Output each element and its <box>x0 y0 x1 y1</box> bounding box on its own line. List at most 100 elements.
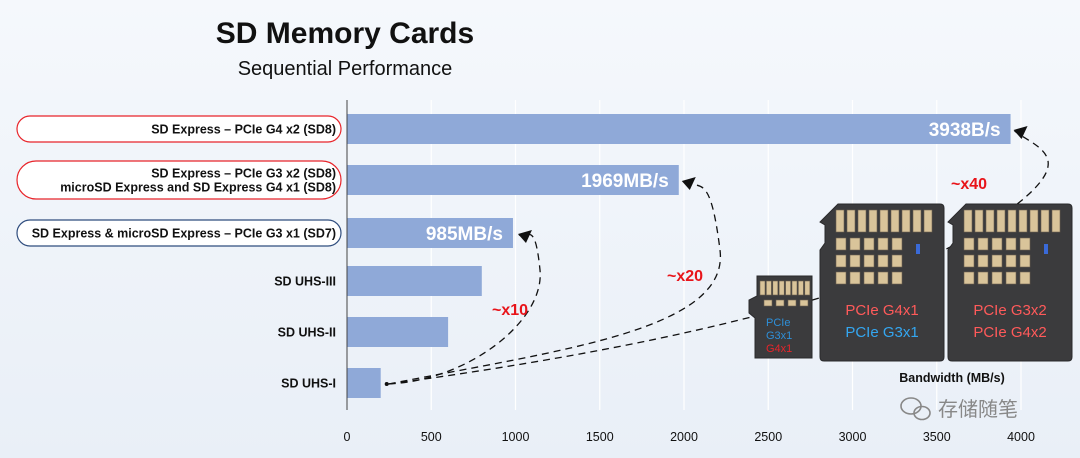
card-contact-pad <box>799 299 809 307</box>
card-contact-pad <box>804 280 811 296</box>
sd-card-label: PCIe G3x1 <box>845 324 918 341</box>
x-tick-label: 2000 <box>670 430 698 444</box>
microsd-card-label: PCIe <box>766 317 790 329</box>
bar <box>347 218 513 248</box>
sd-card-label: PCIe G4x2 <box>973 324 1046 341</box>
x-axis-ticks: 0 500 1000 1500 2000 2500 3000 3500 4000 <box>344 430 1035 444</box>
card-contact-pad <box>977 271 989 285</box>
category-label-box <box>16 160 342 200</box>
card-contact-pad <box>963 237 975 251</box>
bar <box>347 165 679 195</box>
bar-value-label: 1969MB/s <box>581 171 669 192</box>
card-contact-pad <box>785 280 791 296</box>
multiplier-label: ~x20 <box>667 268 703 285</box>
card-contact-pad <box>791 280 798 296</box>
card-indicator <box>1044 244 1048 254</box>
bar <box>347 317 449 347</box>
x-axis-title: Bandwidth (MB/s) <box>899 371 1005 385</box>
card-contact-pad <box>1051 209 1061 233</box>
card-contact-pad <box>1007 209 1017 233</box>
card-contact-pad <box>1005 237 1017 251</box>
card-contact-pad <box>963 271 975 285</box>
card-contact-pad <box>835 237 847 251</box>
card-contact-pad <box>775 299 785 307</box>
category-label: SD UHS-II <box>278 326 336 340</box>
card-contact-pad <box>778 280 785 296</box>
card-contact-pad <box>849 237 861 251</box>
card-contact-pad <box>1029 209 1039 233</box>
card-indicator <box>916 244 920 254</box>
x-tick-label: 4000 <box>1007 430 1035 444</box>
category-label-box <box>16 115 342 143</box>
card-contact-pad <box>991 237 1003 251</box>
category-label-box <box>16 219 342 247</box>
bar-value-label: 3938B/s <box>929 120 1001 141</box>
card-contact-pad <box>991 254 1003 268</box>
card-contact-pad <box>863 271 875 285</box>
card-contact-pad <box>912 209 922 233</box>
card-contact-pad <box>877 254 889 268</box>
watermark: 存储随笔 <box>900 397 1018 421</box>
bar <box>347 368 381 398</box>
card-contact-pad <box>890 209 900 233</box>
bar-value-label: 985MB/s <box>426 224 503 245</box>
card-contact-pad <box>798 280 804 296</box>
card-contact-pad <box>849 254 861 268</box>
category-labels: SD Express – PCIe G4 x2 (SD8) SD Express … <box>16 115 342 391</box>
category-label: microSD Express and SD Express G4 x1 (SD… <box>60 181 336 195</box>
card-contact-pad <box>787 299 797 307</box>
bars: 3938B/s 1969MB/s 985MB/s <box>347 114 1011 398</box>
watermark-text: 存储随笔 <box>938 398 1018 421</box>
card-contact-pad <box>846 209 856 233</box>
card-contact-pad <box>991 271 1003 285</box>
card-contact-pad <box>923 209 933 233</box>
card-contact-pad <box>977 254 989 268</box>
x-tick-label: 1500 <box>586 430 614 444</box>
card-contact-pad <box>963 209 973 233</box>
arrowhead <box>1013 126 1028 139</box>
card-contact-pad <box>963 254 975 268</box>
microsd-card-label: G4x1 <box>766 343 792 355</box>
card-contact-pad <box>1040 209 1050 233</box>
microsd-card-body <box>748 275 813 359</box>
card-contact-pad <box>763 299 773 307</box>
bar <box>347 266 482 296</box>
multiplier-label: ~x10 <box>492 302 528 319</box>
card-contact-pad <box>835 209 845 233</box>
card-contact-pad <box>1019 237 1031 251</box>
card-contact-pad <box>835 271 847 285</box>
card-contact-pad <box>759 280 766 296</box>
x-tick-label: 1000 <box>502 430 530 444</box>
card-contact-pad <box>977 237 989 251</box>
card-contact-pad <box>877 237 889 251</box>
card-contact-pad <box>1018 209 1028 233</box>
category-label: SD Express – PCIe G3 x2 (SD8) <box>151 167 336 181</box>
chart-title: SD Memory Cards <box>216 17 474 50</box>
card-contact-pad <box>1005 254 1017 268</box>
card-contact-pad <box>863 254 875 268</box>
card-contact-pad <box>985 209 995 233</box>
sd-card-label: PCIe G4x1 <box>845 302 918 319</box>
wechat-icon <box>900 397 931 421</box>
card-contact-pad <box>849 271 861 285</box>
category-label: SD UHS-III <box>274 275 336 289</box>
card-contact-pad <box>1019 254 1031 268</box>
card-contact-pad <box>891 254 903 268</box>
sd-card-pcie-g4x1: PCIe G4x1 PCIe G3x1 <box>819 203 945 362</box>
card-contact-pad <box>891 237 903 251</box>
card-contact-pad <box>974 209 984 233</box>
x-tick-label: 0 <box>344 430 351 444</box>
multiplier-label: ~x40 <box>951 176 987 193</box>
bar <box>347 114 1011 144</box>
card-contact-pad <box>766 280 772 296</box>
chart-subtitle: Sequential Performance <box>238 58 453 80</box>
card-contact-pad <box>891 271 903 285</box>
sd-card-pcie-g3x2: PCIe G3x2 PCIe G4x2 <box>947 203 1073 362</box>
category-label: SD Express – PCIe G4 x2 (SD8) <box>151 123 336 137</box>
card-contact-pad <box>1005 271 1017 285</box>
arrowhead <box>517 230 532 243</box>
card-contact-pad <box>857 209 867 233</box>
